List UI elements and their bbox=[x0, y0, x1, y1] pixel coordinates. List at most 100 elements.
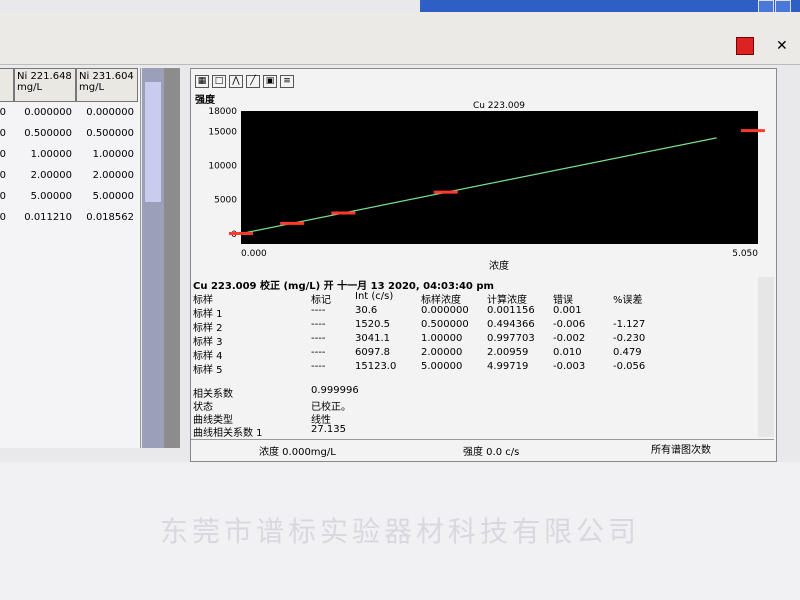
cell: -0.056 bbox=[613, 361, 646, 372]
cell: 0.494366 bbox=[487, 319, 535, 330]
cell: 标样 4 bbox=[193, 351, 223, 362]
results-scrollbar[interactable] bbox=[758, 277, 774, 437]
cell: 标记 bbox=[311, 295, 331, 306]
cell: 标样 3 bbox=[193, 337, 223, 348]
table-row[interactable]: 标样 1 ---- 30.6 0.000000 0.001156 0.001 bbox=[193, 305, 758, 320]
cell: 5.00000 bbox=[421, 361, 463, 372]
summary-label: 曲线类型 bbox=[193, 415, 233, 426]
cell: 0.000000 bbox=[421, 305, 469, 316]
table-cell: 0.500000 bbox=[24, 128, 72, 139]
title-bar bbox=[420, 0, 800, 13]
cell: ---- bbox=[311, 333, 326, 344]
cell: ---- bbox=[311, 305, 326, 316]
intensity-readout: 强度 0.0 c/s bbox=[463, 447, 520, 458]
x-tick-label: 0.000 bbox=[241, 249, 267, 259]
window-icon[interactable]: □ bbox=[212, 75, 226, 88]
cell: 0.010 bbox=[553, 347, 582, 358]
summary-row: 相关系数 0.999996 bbox=[193, 385, 758, 400]
cell: 标样 2 bbox=[193, 323, 223, 334]
cell: 0.500000 bbox=[421, 319, 469, 330]
table-row[interactable]: 0 1.00000 1.00000 bbox=[0, 144, 140, 165]
cell: Int (c/s) bbox=[355, 291, 394, 302]
partial-cell: 0 bbox=[0, 212, 6, 223]
table-cell: 0.500000 bbox=[86, 128, 134, 139]
table-cell: 5.00000 bbox=[30, 191, 72, 202]
summary-row: 曲线相关系数 1 27.135 bbox=[193, 424, 758, 439]
x-tick-label: 5.050 bbox=[732, 249, 758, 259]
cell: 0.997703 bbox=[487, 333, 535, 344]
scrollbar-thumb[interactable] bbox=[145, 82, 161, 202]
table-row[interactable]: 标样 4 ---- 6097.8 2.00000 2.00959 0.010 0.479 bbox=[193, 347, 758, 362]
line-icon[interactable]: ╱ bbox=[246, 75, 260, 88]
cell: 错误 bbox=[553, 295, 573, 306]
toolbar bbox=[0, 12, 800, 65]
summary-value: 27.135 bbox=[311, 424, 346, 435]
element-table: Ni 221.648 mg/L Ni 231.604 mg/L 0 0.000000 0… bbox=[0, 68, 141, 448]
table-row[interactable]: 0 5.00000 5.00000 bbox=[0, 186, 140, 207]
y-tick-label: 5000 bbox=[214, 196, 237, 206]
column-header[interactable]: Ni 221.648 mg/L bbox=[14, 68, 76, 102]
table-cell: 0.000000 bbox=[86, 107, 134, 118]
column-unit: mg/L bbox=[17, 82, 43, 93]
cell: ---- bbox=[311, 319, 326, 330]
y-tick-label: 18000 bbox=[208, 107, 237, 117]
summary-value: 线性 bbox=[311, 415, 331, 426]
column-header-partial[interactable] bbox=[0, 68, 14, 102]
concentration-readout: 浓度 0.000mg/L bbox=[259, 447, 336, 458]
results-header: Cu 223.009 校正 (mg/L) 开 十一月 13 2020, 04:0… bbox=[193, 281, 494, 292]
status-bar: 浓度 0.000mg/L 强度 0.0 c/s 所有谱图次数 bbox=[191, 439, 774, 458]
cell: %误差 bbox=[613, 295, 643, 306]
table-cell: 5.00000 bbox=[92, 191, 134, 202]
cell: 4.99719 bbox=[487, 361, 529, 372]
cell: 1.00000 bbox=[421, 333, 463, 344]
table-row[interactable]: 0 0.011210 0.018562 bbox=[0, 207, 140, 228]
cell: 0.001156 bbox=[487, 305, 535, 316]
column-header[interactable]: Ni 231.604 mg/L bbox=[76, 68, 138, 102]
cell: -0.230 bbox=[613, 333, 646, 344]
table-row[interactable]: 标样 2 ---- 1520.5 0.500000 0.494366 -0.006 -1.1… bbox=[193, 319, 758, 334]
cell: 计算浓度 bbox=[487, 295, 527, 306]
table-cell: 1.00000 bbox=[30, 149, 72, 160]
grid-icon[interactable]: ▦ bbox=[195, 75, 209, 88]
cell: 2.00000 bbox=[421, 347, 463, 358]
cell: 标样 5 bbox=[193, 365, 223, 376]
table-row[interactable]: 0 0.000000 0.000000 bbox=[0, 102, 140, 123]
summary-value: 已校正。 bbox=[311, 402, 351, 413]
column-name: Ni 221.648 bbox=[17, 71, 72, 82]
table-cell: 0.018562 bbox=[86, 212, 134, 223]
table-row[interactable]: 0 2.00000 2.00000 bbox=[0, 165, 140, 186]
table-row[interactable]: 标样 5 ---- 15123.0 5.00000 4.99719 -0.003 -0.05… bbox=[193, 361, 758, 376]
chart-title: Cu 223.009 bbox=[473, 101, 525, 111]
vertical-scrollbar[interactable] bbox=[142, 68, 164, 448]
cell: -0.003 bbox=[553, 361, 586, 372]
partial-cell: 0 bbox=[0, 128, 6, 139]
close-icon[interactable]: ✕ bbox=[776, 38, 788, 54]
splitter[interactable] bbox=[164, 68, 180, 448]
plot-area[interactable] bbox=[241, 111, 758, 244]
chart-toolbar: ▦ □ ⋀ ╱ ▣ ≡ bbox=[195, 73, 297, 88]
summary-label: 状态 bbox=[193, 402, 213, 413]
y-tick-label: 15000 bbox=[208, 127, 237, 137]
y-axis-label: 强度 bbox=[195, 93, 216, 106]
table-row[interactable]: 0 0.500000 0.500000 bbox=[0, 123, 140, 144]
settings-icon[interactable]: ≡ bbox=[280, 75, 294, 88]
zoom-box-icon[interactable]: ▣ bbox=[263, 75, 277, 88]
cell: 15123.0 bbox=[355, 361, 397, 372]
cell: -0.006 bbox=[553, 319, 586, 330]
empty-area bbox=[0, 462, 800, 600]
column-unit: mg/L bbox=[79, 82, 105, 93]
cell: 标样浓度 bbox=[421, 295, 461, 306]
table-row[interactable]: 标样 3 ---- 3041.1 1.00000 0.997703 -0.002 -0.23… bbox=[193, 333, 758, 348]
cell: 0.001 bbox=[553, 305, 582, 316]
cell: 1520.5 bbox=[355, 319, 390, 330]
all-spectra-label: 所有谱图次数 bbox=[651, 445, 711, 456]
y-tick-label: 10000 bbox=[208, 162, 237, 172]
cell: 3041.1 bbox=[355, 333, 390, 344]
summary-label: 相关系数 bbox=[193, 389, 233, 400]
peak-icon[interactable]: ⋀ bbox=[229, 75, 243, 88]
partial-cell: 0 bbox=[0, 170, 6, 181]
summary-value: 0.999996 bbox=[311, 385, 359, 396]
stop-button[interactable] bbox=[736, 37, 754, 55]
